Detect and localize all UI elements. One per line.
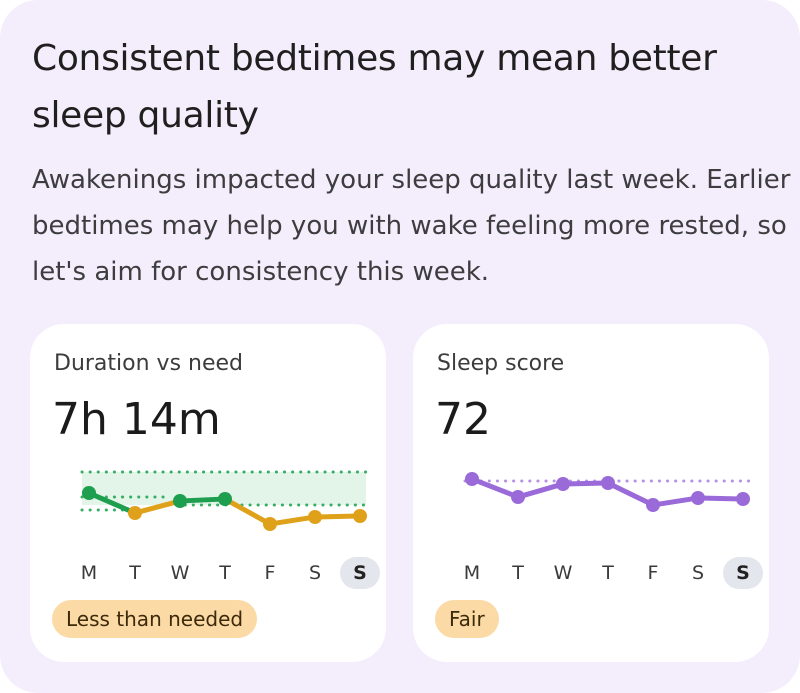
score-day-5: S [691,562,705,584]
score-day-2: W [553,562,573,584]
score-segment-0 [476,479,514,497]
duration-point-6 [353,509,367,523]
duration-point-3 [218,492,232,506]
duration-segment-5 [319,513,356,520]
score-day-4: F [647,562,659,584]
score-point-5 [691,491,705,505]
score-point-4 [646,498,660,512]
duration-label: Duration vs need [54,351,243,376]
duration-day-4: F [264,562,276,584]
duration-point-2 [173,494,187,508]
insight-title: Consistent bedtimes may mean better slee… [32,38,717,136]
duration-point-4 [263,517,277,531]
duration-day-1: T [129,562,141,584]
duration-point-5 [308,510,322,524]
duration-value: 7h 14m [52,394,221,445]
score-status-badge: Fair [435,600,499,638]
score-day-6: S [723,557,763,589]
score-value: 72 [435,394,491,445]
duration-point-0 [82,486,96,500]
score-day-1: T [512,562,524,584]
duration-day-5: S [308,562,322,584]
insight-body: Awakenings impacted your sleep quality l… [32,165,791,287]
score-segment-1 [522,483,559,498]
score-chart [463,472,751,512]
duration-segment-2 [184,496,221,504]
score-segment-2 [567,480,604,487]
score-point-1 [511,490,525,504]
duration-chart [80,470,368,531]
duration-day-6: S [340,557,380,589]
duration-segment-3 [228,499,267,524]
score-segment-3 [611,483,650,505]
score-day-0: M [463,562,481,584]
score-point-6 [736,492,750,506]
duration-segment-4 [274,515,311,526]
score-point-2 [556,477,570,491]
duration-segment-1 [139,500,176,514]
score-point-0 [465,472,479,486]
duration-point-1 [128,506,142,520]
duration-segment-0 [92,493,132,513]
score-segment-4 [657,496,694,507]
duration-day-0: M [80,562,98,584]
duration-day-3: T [219,562,231,584]
duration-day-2: W [170,562,190,584]
score-segment-5 [702,495,739,502]
score-label: Sleep score [437,351,565,376]
score-day-3: T [602,562,614,584]
score-point-3 [601,476,615,490]
duration-status-badge: Less than needed [52,600,258,638]
